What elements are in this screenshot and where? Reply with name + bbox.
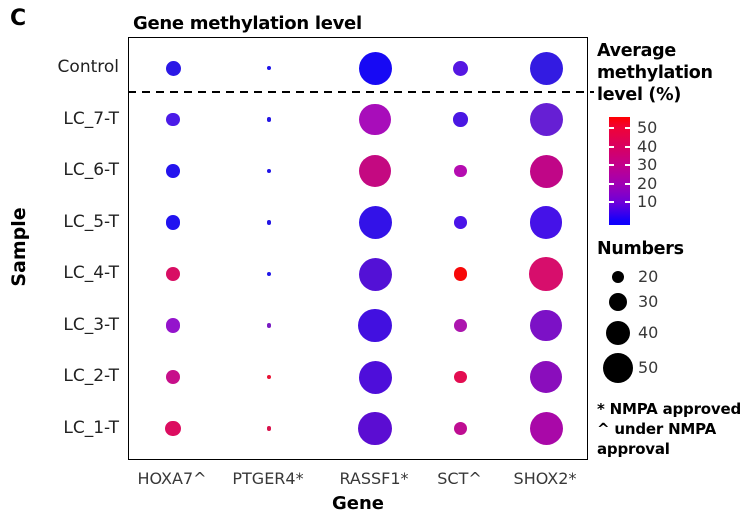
plot-area [128, 37, 588, 460]
bubble [358, 308, 392, 343]
size-legend-circle [606, 321, 630, 345]
size-legend-title: Numbers [597, 239, 684, 259]
bubble [358, 257, 392, 291]
size-legend-value: 50 [638, 358, 659, 377]
bubble [165, 215, 181, 230]
bubble [529, 154, 563, 188]
bubble [454, 370, 467, 384]
size-legend-circle [612, 271, 624, 283]
y-tick-label: LC_4-T [63, 263, 119, 283]
x-tick-label: PTGER4* [232, 469, 304, 488]
bubble [165, 60, 181, 76]
color-legend-gradient-bar [609, 117, 630, 225]
bubble [454, 216, 467, 229]
color-legend-tick [625, 201, 630, 203]
bubble [453, 421, 468, 436]
size-legend-circle [603, 353, 633, 383]
bubble [529, 360, 563, 394]
y-tick-label: LC_3-T [63, 314, 119, 335]
size-legend-value: 30 [638, 292, 659, 311]
bubble [266, 168, 272, 174]
bubble [266, 220, 272, 225]
bubble [165, 420, 181, 437]
bubble [529, 206, 563, 239]
color-legend-tick [609, 127, 614, 129]
bubble [166, 112, 180, 127]
bubble [266, 271, 272, 277]
y-tick-label: LC_7-T [63, 108, 119, 129]
bubble [358, 360, 392, 394]
color-legend-tick [625, 164, 630, 166]
color-legend-tick-label: 10 [637, 192, 658, 211]
bubble [358, 411, 392, 446]
bubble [358, 154, 392, 188]
bubble [453, 60, 468, 76]
y-tick-label: LC_6-T [63, 160, 119, 180]
bubble [165, 369, 181, 385]
panel-label: C [10, 6, 27, 31]
size-legend-circle [609, 293, 627, 311]
bubble [166, 164, 180, 178]
color-legend-tick [609, 182, 614, 185]
bubble [453, 112, 468, 127]
size-legend-value: 40 [638, 323, 659, 342]
bubble [529, 51, 563, 85]
color-legend-tick-label: 50 [637, 118, 658, 137]
bubble [358, 51, 392, 85]
x-tick-label: SCT^ [437, 469, 482, 488]
y-tick-label: LC_5-T [63, 211, 119, 232]
bubble [165, 318, 181, 333]
control-separator-line [128, 91, 594, 93]
color-legend-tick [609, 201, 614, 203]
bubble [266, 323, 272, 328]
color-legend-tick [609, 164, 614, 166]
x-axis-title: Gene [331, 493, 384, 514]
chart-title: Gene methylation level [133, 13, 362, 34]
bubble [529, 257, 563, 291]
y-tick-label: LC_2-T [63, 366, 119, 386]
bubble [266, 117, 272, 122]
bubble [359, 103, 391, 136]
y-tick-label: LC_1-T [63, 417, 119, 438]
color-legend-title: Average methylation level (%) [597, 41, 713, 105]
color-legend-tick [609, 145, 614, 148]
bubble [453, 267, 468, 281]
bubble [266, 426, 272, 431]
y-tick-label: Control [57, 57, 119, 77]
approval-footnote: * NMPA approved ^ under NMPA approval [597, 400, 741, 458]
color-legend-tick [625, 127, 630, 129]
bubble [266, 65, 272, 71]
bubble [529, 412, 563, 445]
color-legend-tick-label: 40 [637, 136, 658, 156]
color-legend-tick-label: 20 [637, 173, 658, 193]
bubble [454, 164, 467, 178]
size-legend-value: 20 [638, 267, 659, 286]
color-legend-tick-label: 30 [637, 155, 658, 174]
bubble [165, 266, 181, 282]
color-legend-tick [625, 182, 630, 185]
bubble [266, 374, 272, 380]
bubble [454, 319, 467, 332]
x-tick-label: SHOX2* [513, 469, 577, 488]
x-tick-label: RASSF1* [339, 469, 409, 488]
color-legend-tick [625, 145, 630, 148]
bubble [358, 206, 392, 239]
x-tick-label: HOXA7^ [137, 469, 207, 488]
bubble [529, 103, 563, 136]
bubble [530, 309, 562, 342]
